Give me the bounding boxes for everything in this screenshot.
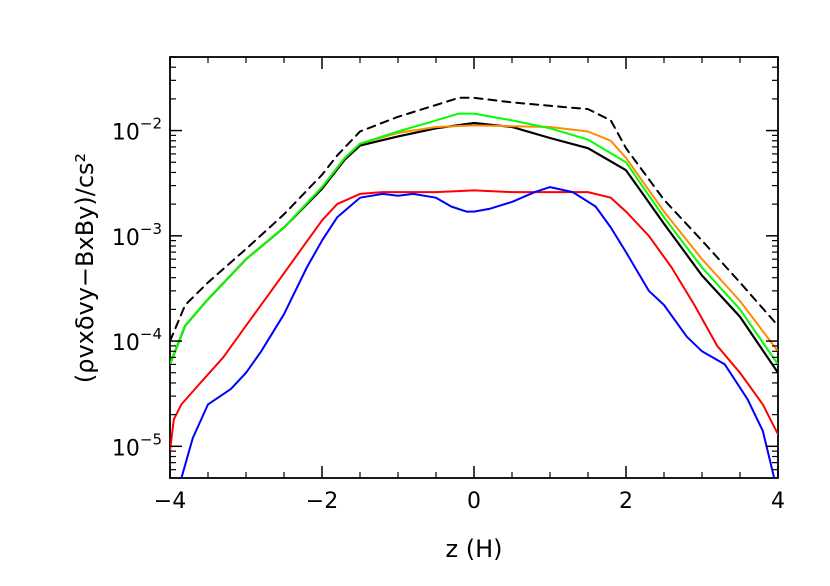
y-tick-label: 10−3 [112, 220, 162, 251]
series-line-5 [170, 189, 778, 453]
y-tick-label: 10−2 [112, 115, 162, 146]
x-tick-label: 0 [467, 489, 481, 514]
x-tick-label: −2 [306, 489, 338, 514]
x-tick-label: 2 [619, 489, 633, 514]
series-line-1 [170, 96, 778, 343]
y-tick-label: 10−4 [112, 325, 162, 356]
y-axis-title: (ρvxδvy−BxBy)/cs² [71, 153, 99, 383]
plot-frame [169, 56, 779, 479]
series-line-6 [180, 186, 776, 478]
series-line-4 [170, 112, 778, 366]
series-line-3 [170, 124, 778, 366]
x-tick-label: −4 [154, 489, 186, 514]
x-tick-label: 4 [771, 489, 785, 514]
y-tick-label: 10−5 [112, 430, 162, 461]
series-layer [170, 96, 778, 478]
tick-layer: −4 −2 0 2 4 10−5 10−4 10−3 10−2 [112, 56, 785, 514]
x-axis-title: z (H) [446, 535, 503, 563]
